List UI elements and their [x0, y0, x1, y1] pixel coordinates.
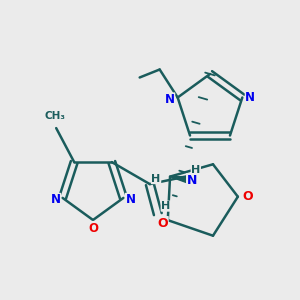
Text: N: N: [245, 91, 255, 104]
Text: O: O: [242, 190, 253, 203]
Text: N: N: [187, 174, 197, 187]
Text: N: N: [165, 93, 175, 106]
Text: N: N: [125, 194, 135, 206]
Text: N: N: [51, 194, 61, 206]
Text: CH₃: CH₃: [45, 111, 66, 121]
Text: H: H: [152, 174, 161, 184]
Text: O: O: [88, 221, 98, 235]
Text: H: H: [161, 201, 170, 211]
Polygon shape: [170, 177, 190, 184]
Text: H: H: [191, 165, 200, 175]
Text: O: O: [158, 217, 168, 230]
